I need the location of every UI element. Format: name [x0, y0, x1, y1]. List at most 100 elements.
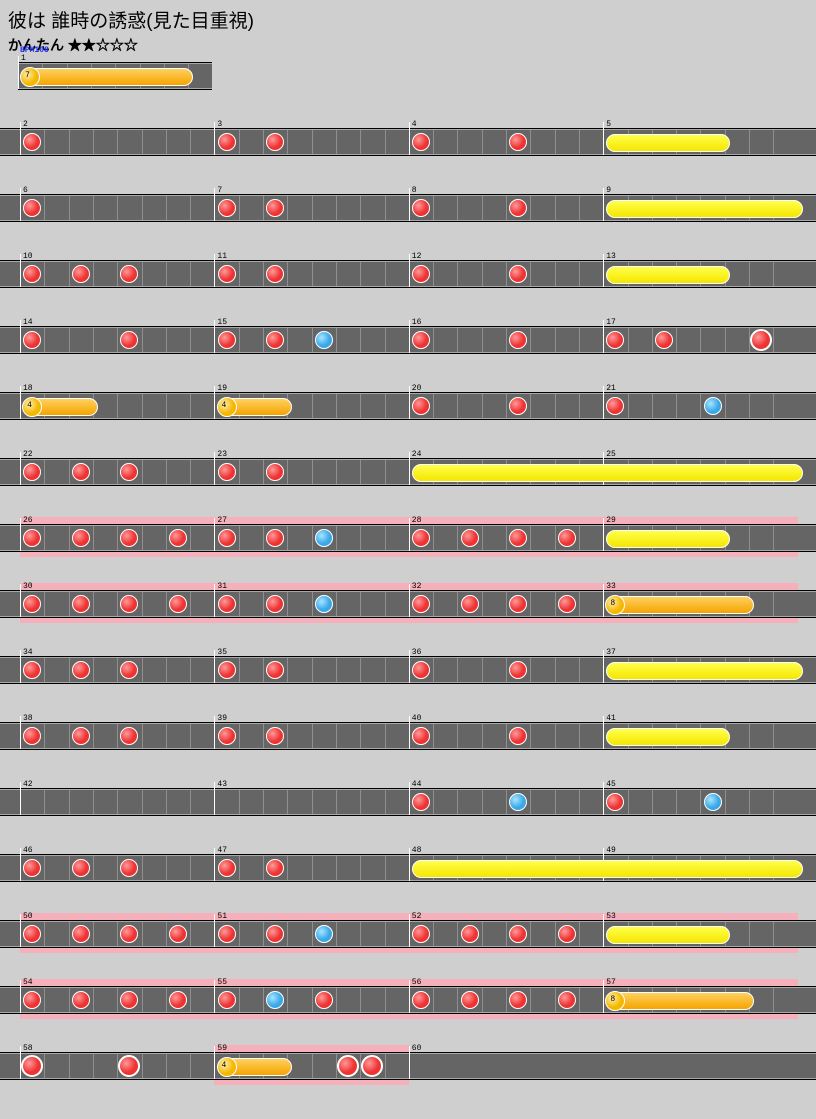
drumroll-orange: 4: [218, 398, 293, 416]
song-title: 彼は 誰時の誘惑(見た目重視): [8, 6, 808, 33]
don-note: [169, 529, 187, 547]
bar-line: [20, 188, 21, 222]
bar-number: 12: [412, 252, 422, 261]
don-note: [558, 925, 576, 943]
bar-number: 18: [23, 384, 33, 393]
bar-line: [409, 782, 410, 816]
don-note: [72, 991, 90, 1009]
bar-number: 37: [606, 648, 616, 657]
don-note: [72, 661, 90, 679]
bar-line: [20, 386, 21, 420]
bar-line: [214, 254, 215, 288]
don-note: [266, 463, 284, 481]
don-note: [118, 1055, 140, 1077]
don-note: [266, 595, 284, 613]
drumroll-orange: 8: [606, 596, 754, 614]
bar-number: 32: [412, 582, 422, 591]
note-track: 26272829: [0, 525, 816, 551]
don-note: [509, 199, 527, 217]
bar-line: [603, 518, 604, 552]
don-note: [461, 991, 479, 1009]
don-note: [218, 529, 236, 547]
bar-number: 15: [217, 318, 227, 327]
don-note: [23, 661, 41, 679]
drumroll-yellow: [606, 134, 730, 152]
drumroll-yellow: [606, 200, 802, 218]
bar-number: 1: [21, 54, 26, 63]
don-note: [266, 331, 284, 349]
bar-line: [409, 848, 410, 882]
note-track: 46474849: [0, 855, 816, 881]
bar-number: 7: [217, 186, 222, 195]
note-track: 50515253: [0, 921, 816, 947]
bar-line: [603, 386, 604, 420]
chart-row: 10111213: [0, 261, 816, 287]
don-note: [169, 925, 187, 943]
don-note: [120, 331, 138, 349]
note-track: 10111213: [0, 261, 816, 287]
chart-row: 303132338: [0, 591, 816, 617]
chart-row: 1819202144: [0, 393, 816, 419]
bar-number: 11: [217, 252, 227, 261]
don-note: [23, 529, 41, 547]
don-note: [169, 991, 187, 1009]
chart-row: 22232425: [0, 459, 816, 485]
kat-note: [509, 793, 527, 811]
bar-line: [603, 980, 604, 1014]
bar-line: [409, 716, 410, 750]
don-note: [412, 727, 430, 745]
bar-number: 21: [606, 384, 616, 393]
don-note: [509, 595, 527, 613]
bar-line: [409, 320, 410, 354]
bar-number: 50: [23, 912, 33, 921]
don-note: [412, 529, 430, 547]
kat-note: [315, 925, 333, 943]
bar-line: [409, 650, 410, 684]
don-note: [509, 991, 527, 1009]
bar-line: [409, 584, 410, 618]
don-note: [120, 727, 138, 745]
chart-row: 26272829: [0, 525, 816, 551]
bar-number: 56: [412, 978, 422, 987]
don-note: [606, 331, 624, 349]
chart-row: 46474849: [0, 855, 816, 881]
don-note: [218, 727, 236, 745]
don-note: [509, 925, 527, 943]
don-note: [606, 397, 624, 415]
kat-note: [315, 595, 333, 613]
bar-line: [409, 188, 410, 222]
don-note: [655, 331, 673, 349]
don-note: [72, 727, 90, 745]
chart-row: 1BPM1087: [18, 63, 284, 89]
bar-number: 28: [412, 516, 422, 525]
drumroll-yellow: [606, 266, 730, 284]
bar-line: [214, 386, 215, 420]
bar-line: [214, 518, 215, 552]
don-note: [23, 727, 41, 745]
bar-number: 41: [606, 714, 616, 723]
don-note: [218, 265, 236, 283]
bar-number: 16: [412, 318, 422, 327]
bar-line: [18, 56, 19, 90]
drumroll-yellow: [606, 728, 730, 746]
don-note: [412, 265, 430, 283]
taiko-chart: 1BPM108723456789101112131415161718192021…: [0, 59, 816, 1079]
bar-number: 4: [412, 120, 417, 129]
bar-number: 39: [217, 714, 227, 723]
note-track: 42434445: [0, 789, 816, 815]
don-note: [120, 925, 138, 943]
don-note: [509, 331, 527, 349]
bar-number: 6: [23, 186, 28, 195]
bar-number: 3: [217, 120, 222, 129]
bar-line: [214, 1046, 215, 1080]
don-note: [750, 329, 772, 351]
note-track: 6789: [0, 195, 816, 221]
bar-line: [409, 386, 410, 420]
bar-line: [20, 452, 21, 486]
note-track: 2345: [0, 129, 816, 155]
kat-note: [315, 331, 333, 349]
don-note: [23, 463, 41, 481]
bar-number: 54: [23, 978, 33, 987]
bar-line: [409, 122, 410, 156]
bar-number: 40: [412, 714, 422, 723]
